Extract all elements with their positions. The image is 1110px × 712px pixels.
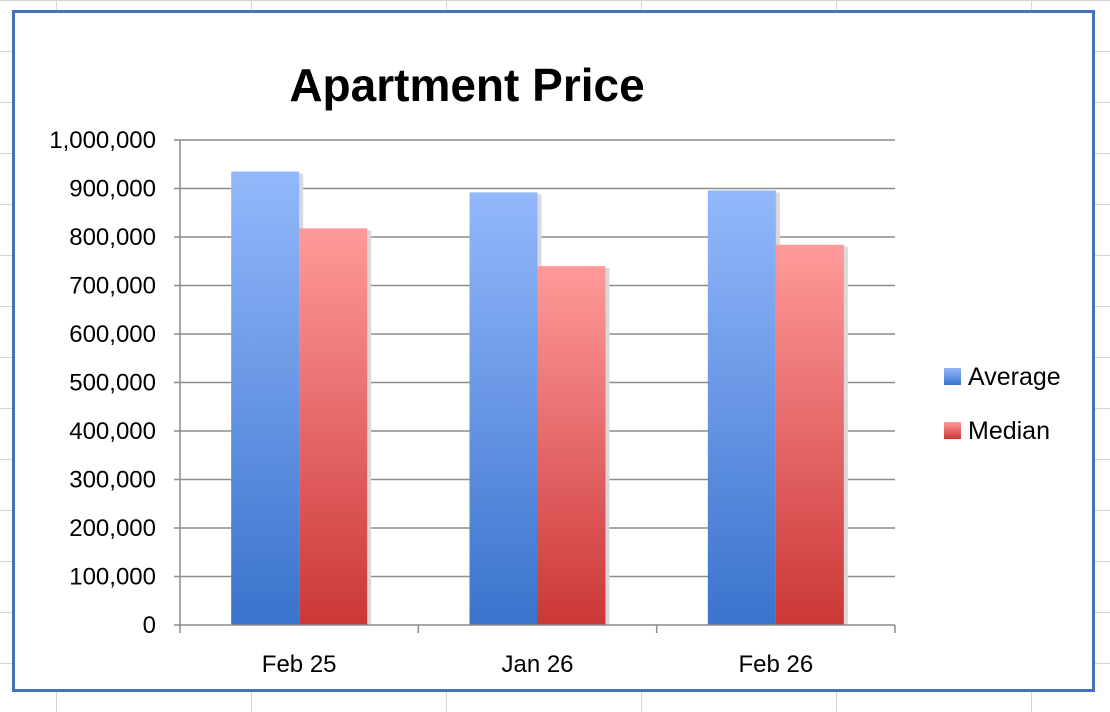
bar-average-feb-26[interactable]	[707, 190, 776, 625]
bars	[231, 171, 848, 625]
x-tick-label: Jan 26	[501, 651, 573, 678]
bar-chart: Apartment Price 0 100,000 200,000 300,000 40…	[49, 59, 1061, 678]
y-axis-labels: 0 100,000 200,000 300,000 400,000 500,000 600,…	[49, 127, 156, 639]
bar-median-feb-26[interactable]	[775, 244, 844, 625]
y-tick-label: 900,000	[69, 176, 156, 203]
y-tick-label: 500,000	[69, 370, 156, 397]
legend-swatch-median	[944, 422, 961, 439]
bar-median-jan-26[interactable]	[537, 266, 606, 625]
y-tick-label: 200,000	[69, 515, 156, 542]
axes	[179, 140, 896, 633]
bar-median-feb-25[interactable]	[299, 228, 368, 625]
bar-average-feb-25[interactable]	[231, 171, 300, 625]
legend-swatch-average	[944, 368, 961, 385]
y-tick-label: 100,000	[69, 564, 156, 591]
x-axis-labels: Feb 25 Jan 26 Feb 26	[262, 651, 813, 678]
chart-title: Apartment Price	[289, 59, 644, 111]
y-tick-label: 800,000	[69, 224, 156, 251]
legend-label-median: Median	[968, 417, 1050, 445]
y-tick-label: 600,000	[69, 321, 156, 348]
x-tick-label: Feb 25	[262, 651, 337, 678]
bar-average-jan-26[interactable]	[469, 192, 538, 625]
y-tick-label: 1,000,000	[49, 127, 156, 154]
y-tick-label: 0	[143, 612, 156, 639]
x-tick-label: Feb 26	[738, 651, 813, 678]
y-tick-label: 400,000	[69, 418, 156, 445]
legend-label-average: Average	[968, 363, 1061, 391]
legend: Average Median	[944, 363, 1061, 445]
chart-frame[interactable]: Apartment Price 0 100,000 200,000 300,000 40…	[12, 10, 1095, 692]
y-tick-label: 700,000	[69, 273, 156, 300]
y-tick-label: 300,000	[69, 467, 156, 494]
